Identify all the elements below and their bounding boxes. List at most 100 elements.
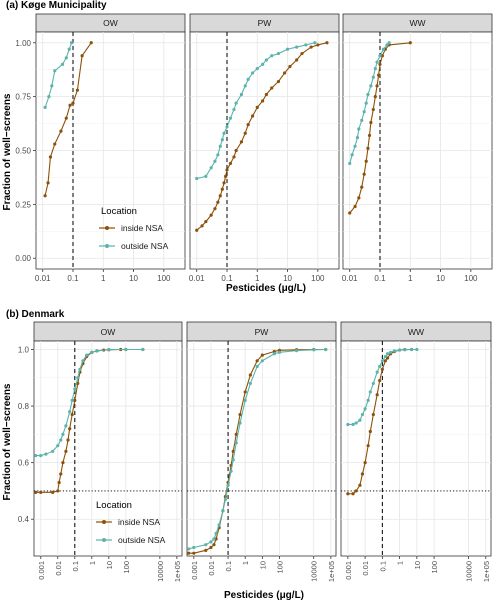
panel-title: WW: [408, 327, 424, 337]
panel-title: PW: [255, 327, 269, 337]
data-point-inside-nsa: [255, 359, 259, 363]
data-point-outside-nsa: [107, 347, 111, 352]
data-point-inside-nsa: [220, 187, 224, 191]
data-point-outside-nsa: [385, 43, 389, 47]
data-point-outside-nsa: [223, 497, 228, 502]
x-axis: 0.001 0.01 0.1 1 10 100 10000 1e+05: [37, 556, 182, 582]
data-point-inside-nsa: [56, 489, 60, 493]
panel-ww: WW 0.001 0.01 0.1 1 10 100 10000 1e+05: [340, 321, 492, 582]
data-point-outside-nsa: [59, 438, 63, 442]
data-point-outside-nsa: [53, 69, 57, 73]
x-axis: 0.01 0.1 1 10 100: [342, 269, 478, 283]
data-point-inside-nsa: [378, 62, 382, 66]
x-tick-label: 10000: [156, 561, 165, 582]
chart-title: (b) Denmark: [6, 309, 65, 320]
data-point-inside-nsa: [272, 349, 276, 354]
legend-title: Location: [96, 500, 132, 511]
data-point-inside-nsa: [239, 140, 244, 144]
legend-label: inside NSA: [121, 223, 163, 233]
data-point-inside-nsa: [375, 84, 379, 88]
data-point-inside-nsa: [364, 159, 368, 163]
data-point-inside-nsa: [260, 353, 264, 357]
data-series: [43, 41, 93, 198]
legend-marker: [102, 520, 106, 524]
data-point-inside-nsa: [380, 54, 384, 58]
data-point-inside-nsa: [375, 393, 379, 397]
data-point-inside-nsa: [243, 390, 247, 394]
x-tick-label: 0.01: [189, 274, 205, 283]
data-point-outside-nsa: [270, 54, 274, 58]
data-point-inside-nsa: [57, 480, 61, 485]
data-point-inside-nsa: [351, 492, 355, 496]
y-tick-label: 0.25: [15, 200, 31, 209]
data-point-inside-nsa: [295, 58, 299, 62]
data-point-outside-nsa: [39, 453, 43, 458]
data-point-inside-nsa: [261, 99, 265, 103]
data-point-outside-nsa: [73, 387, 77, 391]
panel-title: PW: [258, 18, 272, 28]
x-tick-label: 10: [283, 274, 292, 283]
data-point-inside-nsa: [380, 367, 384, 371]
x-tick-label: 1: [101, 274, 106, 283]
y-axis: 0.00 0.25 0.50 0.75 1.00: [15, 39, 36, 263]
x-tick-label: 0.001: [190, 561, 199, 580]
data-point-inside-nsa: [34, 490, 38, 494]
x-axis-label: Pesticides (μg/L): [224, 590, 304, 601]
data-point-outside-nsa: [388, 350, 393, 354]
data-point-inside-nsa: [238, 412, 242, 417]
data-point-outside-nsa: [238, 421, 242, 425]
x-tick-label: 1: [241, 561, 250, 565]
x-tick-label: 0.1: [378, 561, 387, 571]
data-point-outside-nsa: [204, 174, 208, 178]
data-point-outside-nsa: [392, 349, 396, 353]
data-point-inside-nsa: [250, 114, 255, 118]
data-point-inside-nsa: [204, 548, 208, 552]
data-point-inside-nsa: [73, 398, 77, 403]
data-point-outside-nsa: [378, 54, 382, 58]
data-point-outside-nsa: [368, 390, 372, 394]
data-point-outside-nsa: [387, 41, 391, 45]
data-point-outside-nsa: [355, 135, 360, 140]
x-tick-label: 0.1: [67, 274, 79, 283]
y-tick-label: 0.00: [15, 254, 31, 263]
data-point-inside-nsa: [373, 95, 377, 99]
x-axis: 0.01 0.1 1 10 100: [35, 269, 171, 283]
legend-marker: [105, 244, 109, 248]
data-point-outside-nsa: [217, 523, 221, 527]
x-axis: 0.01 0.1 1 10 100: [189, 269, 325, 283]
data-point-outside-nsa: [213, 159, 217, 163]
data-point-inside-nsa: [234, 432, 238, 436]
y-tick-label: 0.75: [15, 93, 31, 102]
data-point-outside-nsa: [285, 47, 290, 51]
data-point-inside-nsa: [200, 224, 204, 228]
data-point-outside-nsa: [64, 424, 68, 428]
data-point-outside-nsa: [385, 352, 390, 356]
x-tick-label: 10: [105, 561, 114, 569]
data-point-outside-nsa: [351, 422, 355, 427]
chart-denmark: (b) Denmark Fraction of well−screens Pes…: [2, 309, 492, 601]
data-point-outside-nsa: [187, 547, 191, 551]
data-point-outside-nsa: [239, 92, 244, 97]
x-axis: 0.001 0.01 0.1 1 10 100 10000 1e+05: [344, 556, 491, 582]
data-point-inside-nsa: [213, 207, 217, 211]
data-point-outside-nsa: [246, 77, 250, 81]
data-point-outside-nsa: [221, 509, 225, 513]
data-point-outside-nsa: [403, 348, 407, 352]
data-point-outside-nsa: [304, 43, 308, 47]
data-point-inside-nsa: [212, 543, 216, 547]
data-point-outside-nsa: [216, 153, 220, 157]
data-point-outside-nsa: [56, 444, 60, 448]
data-point-outside-nsa: [264, 58, 268, 62]
data-point-inside-nsa: [371, 412, 375, 417]
x-tick-label: 1: [408, 274, 413, 283]
data-point-inside-nsa: [216, 200, 220, 204]
data-point-inside-nsa: [61, 461, 65, 465]
x-tick-label: 1e+05: [327, 561, 336, 582]
data-point-outside-nsa: [141, 347, 145, 352]
plot-area: [340, 340, 492, 557]
data-point-inside-nsa: [369, 120, 373, 125]
data-point-inside-nsa: [377, 73, 381, 77]
panel-title: WW: [409, 18, 425, 28]
x-tick-label: 0.1: [374, 274, 386, 283]
data-point-outside-nsa: [225, 125, 229, 129]
